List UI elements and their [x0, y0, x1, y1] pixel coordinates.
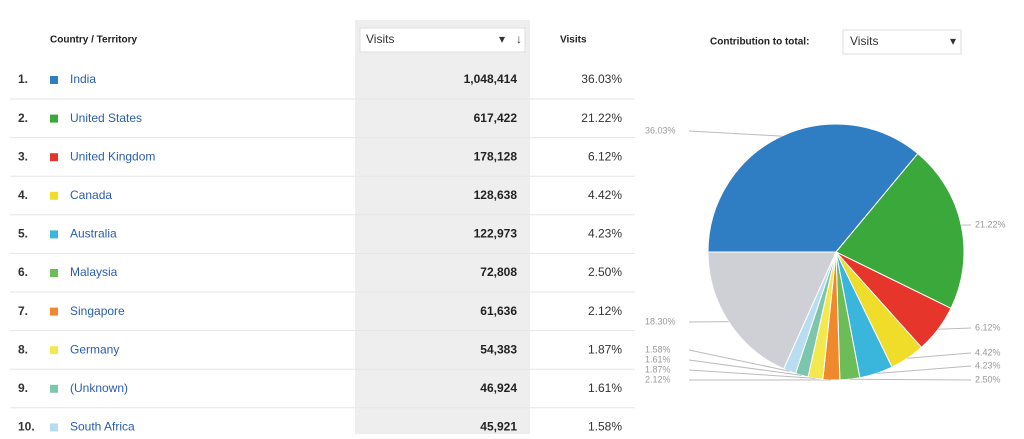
visits: 617,422: [474, 111, 518, 125]
percent: 1.58%: [588, 420, 622, 434]
color-swatch: [50, 115, 58, 123]
pie-label: 18.30%: [645, 316, 676, 326]
pie-label: 1.58%: [645, 344, 671, 354]
percent: 1.61%: [588, 381, 622, 395]
country-link[interactable]: India: [70, 72, 96, 86]
visits: 61,636: [480, 304, 517, 318]
dropdown-arrow: ▾: [499, 32, 505, 46]
pie-label: 1.61%: [645, 354, 671, 364]
rank: 5.: [18, 227, 28, 241]
visits: 122,973: [474, 227, 518, 241]
rank: 9.: [18, 381, 28, 395]
color-swatch: [50, 423, 58, 431]
percent: 4.23%: [588, 227, 622, 241]
header-country[interactable]: Country / Territory: [50, 35, 137, 46]
pie-label: 4.42%: [975, 347, 1001, 357]
pie-label: 2.50%: [975, 374, 1001, 384]
visits: 178,128: [474, 149, 518, 163]
visits: 54,383: [480, 342, 517, 356]
leader-line: [689, 131, 782, 136]
leader-line: [938, 328, 971, 329]
visits: 72,808: [480, 265, 517, 279]
pie-label: 21.22%: [975, 219, 1006, 229]
color-swatch: [50, 230, 58, 238]
dropdown-arrow: ▾: [950, 34, 956, 48]
percent: 6.12%: [588, 149, 622, 163]
color-swatch: [50, 153, 58, 161]
pie-label: 2.12%: [645, 374, 671, 384]
header-visits-percent: Visits: [560, 35, 587, 46]
country-link[interactable]: (Unknown): [70, 381, 128, 395]
sort-icon[interactable]: ↓: [516, 32, 522, 46]
country-link[interactable]: Singapore: [70, 304, 125, 318]
percent: 1.87%: [588, 342, 622, 356]
contribution-select-label[interactable]: Visits: [850, 34, 878, 48]
contribution-label: Contribution to total:: [710, 37, 809, 48]
pie-label: 4.23%: [975, 360, 1001, 370]
pie-label: 36.03%: [645, 125, 676, 135]
percent: 21.22%: [581, 111, 622, 125]
rank: 3.: [18, 149, 28, 163]
rank: 4.: [18, 188, 28, 202]
country-link[interactable]: Germany: [70, 342, 119, 356]
color-swatch: [50, 385, 58, 393]
visits: 128,638: [474, 188, 518, 202]
country-link[interactable]: United States: [70, 111, 142, 125]
color-swatch: [50, 308, 58, 316]
percent: 4.42%: [588, 188, 622, 202]
percent: 36.03%: [581, 72, 622, 86]
percent: 2.12%: [588, 304, 622, 318]
percent: 2.50%: [588, 265, 622, 279]
leader-line: [850, 379, 971, 380]
country-link[interactable]: Australia: [70, 227, 117, 241]
color-swatch: [50, 76, 58, 84]
visits: 46,924: [480, 381, 517, 395]
country-link[interactable]: Canada: [70, 188, 112, 202]
color-swatch: [50, 269, 58, 277]
rank: 7.: [18, 304, 28, 318]
visits: 1,048,414: [464, 72, 518, 86]
leader-line: [907, 353, 971, 358]
pie-label: 1.87%: [645, 364, 671, 374]
rank: 2.: [18, 111, 28, 125]
color-swatch: [50, 192, 58, 200]
country-link[interactable]: United Kingdom: [70, 149, 155, 163]
country-link[interactable]: Malaysia: [70, 265, 118, 279]
visits-select-label[interactable]: Visits: [366, 32, 394, 46]
country-link[interactable]: South Africa: [70, 420, 135, 434]
color-swatch: [50, 346, 58, 354]
visits: 45,921: [480, 420, 517, 434]
rank: 1.: [18, 72, 28, 86]
rank: 10.: [18, 420, 35, 434]
pie-label: 6.12%: [975, 322, 1001, 332]
rank: 8.: [18, 342, 28, 356]
rank: 6.: [18, 265, 28, 279]
